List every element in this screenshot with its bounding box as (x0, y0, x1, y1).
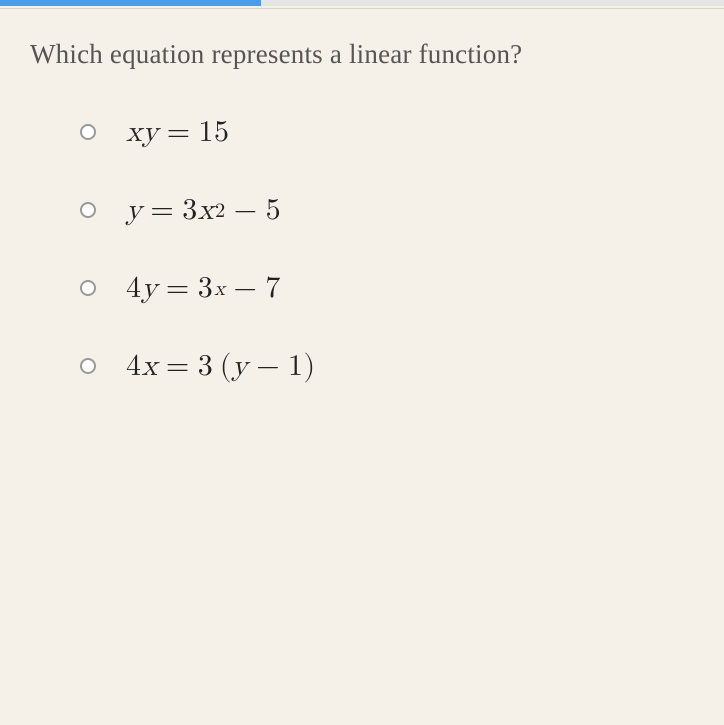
equation: y=3x2−5 (126, 192, 281, 228)
equation: 4x=3 (y−1) (126, 348, 316, 384)
radio-icon[interactable] (80, 124, 96, 140)
radio-icon[interactable] (80, 202, 96, 218)
progress-fill (0, 0, 261, 6)
option-opt-c[interactable]: 4y=3x−7 (80, 270, 694, 306)
option-opt-a[interactable]: xy=15 (80, 114, 694, 150)
radio-icon[interactable] (80, 358, 96, 374)
progress-bar (0, 0, 724, 6)
equation: 4y=3x−7 (126, 270, 281, 306)
equation: xy=15 (126, 114, 230, 150)
radio-icon[interactable] (80, 280, 96, 296)
option-opt-d[interactable]: 4x=3 (y−1) (80, 348, 694, 384)
option-list: xy=15 y=3x2−5 4y=3x−7 4x=3 (y−1) (30, 114, 694, 384)
option-opt-b[interactable]: y=3x2−5 (80, 192, 694, 228)
question-card: Which equation represents a linear funct… (0, 9, 724, 446)
question-text: Which equation represents a linear funct… (30, 39, 694, 70)
